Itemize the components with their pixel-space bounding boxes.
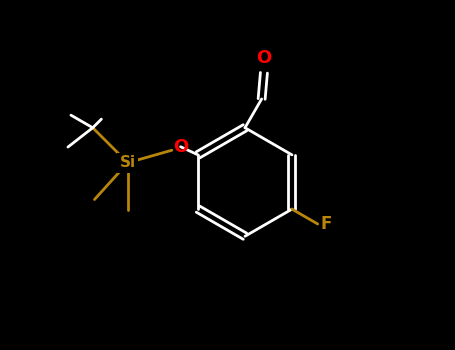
Text: Si: Si bbox=[120, 155, 136, 170]
Text: O: O bbox=[173, 138, 188, 156]
Text: O: O bbox=[256, 49, 272, 66]
Text: F: F bbox=[320, 215, 332, 233]
